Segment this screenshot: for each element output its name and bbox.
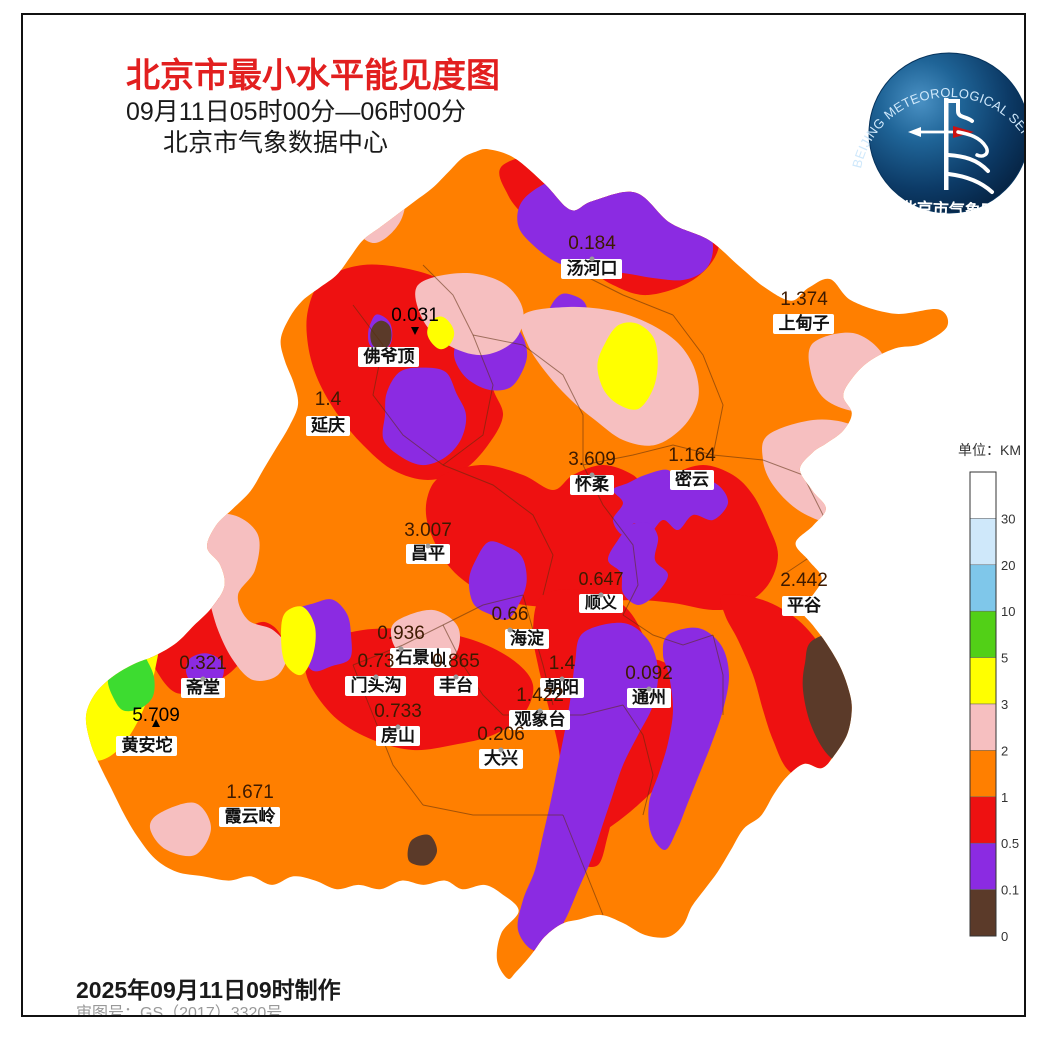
svg-text:审图号：GS（2017）3320号: 审图号：GS（2017）3320号 — [76, 1004, 282, 1017]
svg-text:1.4: 1.4 — [315, 389, 342, 410]
svg-text:单位：KM: 单位：KM — [958, 442, 1021, 458]
svg-text:1.374: 1.374 — [780, 289, 828, 310]
svg-text:北京市最小水平能见度图: 北京市最小水平能见度图 — [126, 56, 500, 95]
svg-text:3.609: 3.609 — [568, 449, 616, 470]
svg-text:0.936: 0.936 — [377, 623, 425, 644]
svg-text:海淀: 海淀 — [510, 628, 545, 648]
svg-text:佛爷顶: 佛爷顶 — [363, 346, 415, 366]
svg-text:汤河口: 汤河口 — [567, 259, 618, 278]
svg-text:黄安坨: 黄安坨 — [122, 735, 173, 755]
svg-text:0.66: 0.66 — [492, 604, 529, 625]
svg-text:延庆: 延庆 — [310, 415, 345, 435]
svg-text:09月11日05时00分—06时00分: 09月11日05时00分—06时00分 — [126, 98, 466, 126]
svg-text:3: 3 — [1001, 697, 1008, 712]
svg-text:2.442: 2.442 — [780, 570, 828, 591]
svg-text:0.647: 0.647 — [578, 569, 623, 589]
svg-text:0.092: 0.092 — [625, 663, 673, 684]
svg-text:0.865: 0.865 — [432, 651, 480, 672]
svg-text:霞云岭: 霞云岭 — [225, 806, 276, 826]
svg-text:北京市气象数据中心: 北京市气象数据中心 — [163, 129, 388, 157]
svg-text:上甸子: 上甸子 — [779, 313, 830, 333]
svg-text:2: 2 — [1001, 743, 1008, 758]
svg-text:0.321: 0.321 — [179, 653, 227, 674]
svg-text:1.4: 1.4 — [549, 653, 576, 674]
svg-text:10: 10 — [1001, 604, 1015, 619]
svg-text:0: 0 — [1001, 929, 1008, 944]
svg-text:1.422: 1.422 — [516, 685, 564, 706]
svg-text:20: 20 — [1001, 558, 1015, 573]
svg-text:0.031: 0.031 — [391, 305, 439, 326]
svg-text:5: 5 — [1001, 651, 1008, 666]
svg-text:密云: 密云 — [675, 469, 709, 489]
svg-text:0.5: 0.5 — [1001, 836, 1019, 851]
svg-text:30: 30 — [1001, 511, 1015, 526]
svg-text:0.184: 0.184 — [568, 233, 616, 254]
svg-text:0.206: 0.206 — [477, 724, 525, 745]
svg-text:1.164: 1.164 — [668, 445, 716, 466]
svg-text:0.1: 0.1 — [1001, 883, 1019, 898]
svg-text:0.733: 0.733 — [374, 701, 422, 722]
svg-text:怀柔: 怀柔 — [575, 475, 610, 494]
svg-text:1.671: 1.671 — [226, 782, 274, 803]
svg-text:0.73: 0.73 — [358, 651, 395, 672]
svg-text:平谷: 平谷 — [787, 596, 822, 615]
svg-text:2025年09月11日09时制作: 2025年09月11日09时制作 — [76, 977, 341, 1003]
svg-text:3.007: 3.007 — [404, 520, 452, 541]
svg-text:1: 1 — [1001, 790, 1008, 805]
